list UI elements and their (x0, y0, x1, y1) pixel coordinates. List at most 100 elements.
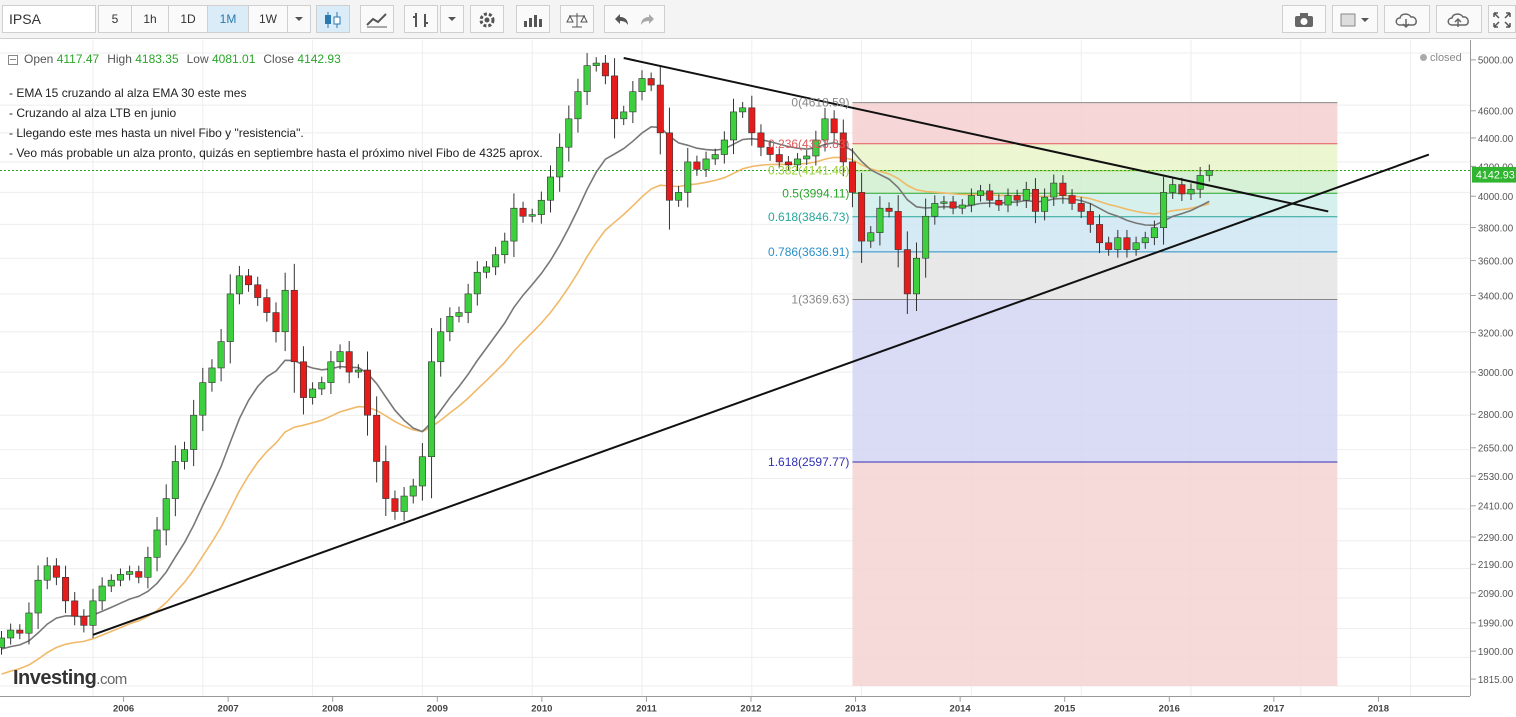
undo-icon (615, 14, 628, 25)
x-tick-label: 2011 (636, 703, 657, 714)
price-axis[interactable]: 5000.004600.004400.004200.004000.003800.… (1470, 40, 1516, 696)
x-tick-label: 2013 (845, 703, 866, 714)
y-tick-label: 4400.00 (1478, 134, 1514, 145)
camera-icon (1295, 13, 1313, 27)
fibonacci-retracement (852, 102, 1338, 686)
candle-body (245, 275, 253, 286)
candle-body (144, 557, 152, 578)
candle-body (1114, 237, 1122, 250)
candle-body (354, 369, 362, 373)
candle-body (409, 485, 417, 497)
price-chart[interactable]: 0(4618.59) 0.236(4323.83) 0.382(4141.40) 0.… (0, 40, 1470, 696)
candle-body (748, 107, 756, 134)
last-price-badge: 4142.93 (1471, 166, 1516, 183)
candle-body (601, 62, 609, 77)
redo-icon (640, 14, 654, 25)
candle-body (171, 461, 179, 499)
candle-body (281, 289, 289, 333)
candle-body (1050, 182, 1058, 198)
y-tick-label: 2190.00 (1478, 560, 1514, 571)
bars-button[interactable] (404, 5, 438, 33)
screenshot-button[interactable] (1282, 5, 1326, 33)
chart-type-dropdown[interactable] (440, 5, 464, 33)
interval-dropdown[interactable] (287, 5, 311, 33)
fib-zone (852, 143, 1338, 171)
symbol-input[interactable]: IPSA (2, 5, 96, 33)
candle-body (1123, 237, 1131, 250)
indicators-button[interactable] (516, 5, 550, 33)
candle-body (208, 367, 216, 383)
candle-body (1004, 195, 1012, 206)
candle-body (272, 312, 280, 333)
time-axis[interactable]: 2006 2007 2008 2009 2010 2011 2012 2013 2014 2015… (0, 696, 1470, 717)
y-tick-label: 2800.00 (1478, 410, 1514, 421)
y-tick-label: 4600.00 (1478, 107, 1514, 118)
candle-body (739, 107, 747, 113)
interval-5[interactable]: 5 (98, 5, 132, 33)
line-chart-button[interactable] (360, 5, 394, 33)
candle-body (107, 579, 115, 587)
x-tick-label: 2010 (531, 703, 552, 714)
fib-zone (852, 170, 1338, 194)
candles-button[interactable] (316, 5, 350, 33)
y-tick-label: 5000.00 (1478, 56, 1514, 67)
fib-level-label: 1.618(2597.77) (768, 455, 849, 469)
compare-button[interactable] (560, 5, 594, 33)
candle-body (1187, 188, 1195, 195)
y-tick-label: 2410.00 (1478, 502, 1514, 513)
upload-button[interactable] (1436, 5, 1482, 33)
candle-body (62, 576, 70, 602)
fib-level-label: 0.786(3636.91) (768, 245, 849, 259)
fib-zone (852, 216, 1338, 252)
candle-body (922, 215, 930, 259)
candle-body (803, 155, 811, 160)
candle-body (546, 176, 555, 201)
candle-body (482, 266, 490, 273)
fullscreen-button[interactable] (1488, 5, 1516, 33)
interval-1w[interactable]: 1W (248, 5, 288, 33)
color-picker-button[interactable] (1332, 5, 1378, 33)
x-tick-label: 2012 (740, 703, 761, 714)
y-tick-label: 3600.00 (1478, 257, 1514, 268)
fib-level-label: 1(3369.63) (791, 293, 849, 307)
candle-body (565, 118, 573, 148)
interval-1h[interactable]: 1h (131, 5, 169, 33)
candle-body (894, 211, 902, 250)
candle-body (52, 565, 60, 578)
ohlc-collapse-icon[interactable] (8, 54, 18, 65)
candle-body (455, 312, 463, 317)
candle-body (126, 571, 134, 575)
candle-body (620, 111, 628, 120)
download-button[interactable] (1384, 5, 1430, 33)
indicators-icon (524, 15, 542, 27)
settings-button[interactable] (470, 5, 504, 33)
candle-body (729, 111, 738, 141)
ohlc-readout: Open 4117.47 High 4183.35 Low 4081.01 Close… (8, 52, 349, 66)
chevron-down-icon (448, 17, 456, 21)
candle-body (153, 529, 161, 558)
candle-body (34, 579, 42, 614)
candle-body (1022, 188, 1030, 201)
note-line: - Llegando este mes hasta un nivel Fibo … (9, 126, 304, 140)
interval-1m[interactable]: 1M (207, 5, 249, 33)
redo-button[interactable] (631, 5, 665, 33)
chevron-down-icon (1361, 18, 1369, 22)
candle-body (665, 132, 673, 201)
candle-body (1068, 195, 1076, 204)
investing-logo: Investing.com (13, 667, 127, 689)
candle-body (684, 161, 692, 193)
candle-body (71, 600, 79, 617)
market-status: closed (1420, 52, 1462, 64)
candle-body (940, 201, 948, 204)
candle-body (647, 78, 655, 86)
candle-body (391, 498, 399, 512)
candle-body (318, 382, 326, 390)
candle-body (89, 600, 97, 626)
interval-1d[interactable]: 1D (168, 5, 208, 33)
low-value: 4081.01 (211, 52, 256, 66)
candle-body (912, 257, 921, 295)
candle-body (848, 161, 856, 193)
fib-level-label: 0(4618.59) (791, 96, 849, 110)
candle-body (1086, 211, 1094, 225)
candle-body (400, 495, 408, 512)
